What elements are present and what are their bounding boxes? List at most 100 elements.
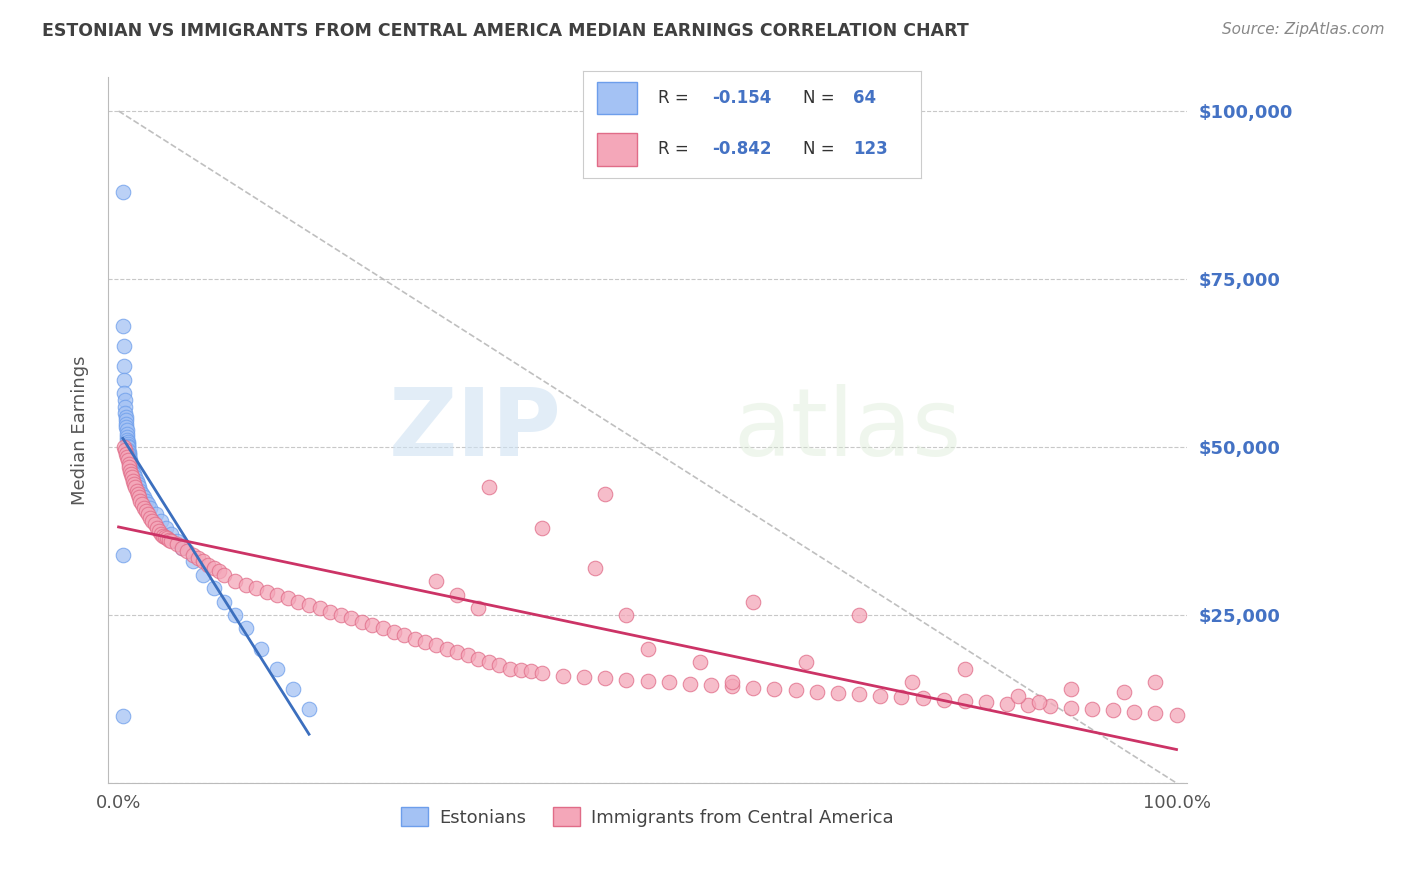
Point — [120, 453, 142, 467]
Point — [446, 588, 468, 602]
Point — [509, 663, 531, 677]
Point — [117, 436, 139, 450]
Text: 64: 64 — [853, 89, 876, 107]
Point — [235, 578, 257, 592]
Point — [425, 638, 447, 652]
Point — [124, 480, 146, 494]
Point — [1102, 703, 1125, 717]
Point — [125, 474, 148, 488]
Point — [319, 605, 342, 619]
Point — [593, 487, 616, 501]
Point — [160, 534, 183, 549]
Point — [224, 574, 246, 589]
Point — [114, 443, 136, 458]
Point — [136, 508, 159, 522]
Point — [572, 670, 595, 684]
Point — [583, 561, 606, 575]
Point — [115, 450, 138, 464]
Text: R =: R = — [658, 89, 693, 107]
Point — [530, 665, 553, 680]
Point — [127, 477, 149, 491]
Point — [121, 464, 143, 478]
Point — [132, 491, 155, 505]
Point — [149, 527, 172, 541]
Point — [298, 702, 321, 716]
Point — [120, 460, 142, 475]
Point — [415, 635, 437, 649]
Point — [1028, 695, 1050, 709]
Text: R =: R = — [658, 141, 693, 159]
Point — [112, 339, 135, 353]
Point — [111, 548, 134, 562]
Point — [869, 689, 891, 703]
Point — [122, 466, 145, 480]
Point — [153, 530, 176, 544]
Point — [436, 641, 458, 656]
Point — [143, 517, 166, 532]
Point — [848, 608, 870, 623]
Point — [488, 658, 510, 673]
Point — [827, 686, 849, 700]
Point — [371, 622, 394, 636]
Point — [114, 400, 136, 414]
Point — [128, 480, 150, 494]
Point — [214, 567, 236, 582]
Point — [124, 470, 146, 484]
Point — [1038, 699, 1060, 714]
Point — [117, 439, 139, 453]
Point — [340, 611, 363, 625]
Point — [115, 430, 138, 444]
Point — [125, 483, 148, 498]
Text: Source: ZipAtlas.com: Source: ZipAtlas.com — [1222, 22, 1385, 37]
Y-axis label: Median Earnings: Median Earnings — [72, 356, 89, 505]
Point — [128, 493, 150, 508]
Point — [170, 541, 193, 555]
FancyBboxPatch shape — [598, 134, 637, 166]
Point — [478, 655, 501, 669]
Point — [911, 691, 934, 706]
Point — [1144, 706, 1167, 721]
Point — [124, 467, 146, 481]
Point — [115, 434, 138, 448]
Point — [115, 423, 138, 437]
Point — [742, 681, 765, 695]
Point — [208, 565, 231, 579]
Point — [118, 457, 141, 471]
Point — [250, 641, 273, 656]
Point — [181, 548, 204, 562]
Point — [202, 561, 225, 575]
Point — [124, 477, 146, 491]
Point — [616, 608, 638, 623]
Point — [120, 458, 142, 473]
Point — [932, 692, 955, 706]
Point — [224, 608, 246, 623]
Point — [1166, 707, 1188, 722]
Point — [176, 544, 198, 558]
Point — [121, 470, 143, 484]
Point — [637, 641, 659, 656]
Point — [141, 514, 163, 528]
Point — [953, 662, 976, 676]
Point — [350, 615, 373, 629]
Point — [139, 500, 162, 515]
Point — [117, 453, 139, 467]
Point — [1081, 702, 1104, 716]
Point — [361, 618, 384, 632]
Point — [120, 467, 142, 481]
Point — [197, 558, 219, 572]
Point — [135, 504, 157, 518]
Point — [520, 665, 543, 679]
Point — [117, 440, 139, 454]
Text: atlas: atlas — [734, 384, 962, 476]
Point — [467, 601, 489, 615]
Point — [193, 554, 215, 568]
Point — [1060, 681, 1083, 696]
Point — [115, 420, 138, 434]
Point — [115, 417, 138, 431]
Point — [157, 533, 180, 547]
Point — [214, 594, 236, 608]
Point — [890, 690, 912, 704]
Point — [112, 386, 135, 401]
Point — [112, 440, 135, 454]
Point — [139, 510, 162, 524]
